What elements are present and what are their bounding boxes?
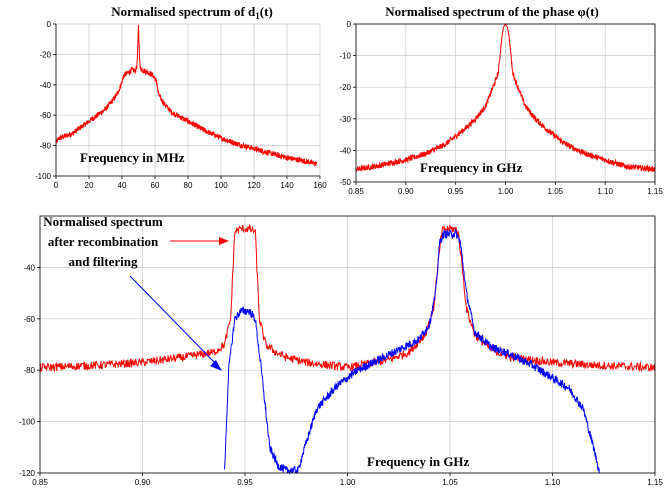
y-tick-label: -10 (339, 52, 351, 61)
y-tick-label: -40 (23, 263, 35, 272)
x-tick-label: 160 (313, 181, 327, 190)
y-tick-label: 0 (47, 20, 52, 29)
series-d1-0-line (55, 24, 318, 167)
series-recomb-1-line (224, 228, 600, 475)
plot-frame (355, 23, 656, 183)
x-tick-label: 0.90 (135, 478, 151, 487)
y-tick-label: -120 (19, 469, 36, 478)
panel2-xlabel: Frequency in GHz (420, 160, 523, 175)
y-tick-label: -30 (339, 115, 351, 124)
x-tick-label: 0.90 (398, 187, 414, 196)
x-tick-label: 1.05 (548, 187, 564, 196)
y-tick-label: -60 (39, 111, 51, 120)
x-tick-label: 60 (151, 181, 160, 190)
y-tick-label: -20 (39, 50, 51, 59)
y-tick-label: -100 (19, 418, 36, 427)
y-tick-label: -20 (339, 83, 351, 92)
x-tick-label: 1.00 (498, 187, 514, 196)
y-tick-label: -60 (23, 315, 35, 324)
x-tick-label: 1.00 (340, 478, 356, 487)
x-tick-label: 1.15 (647, 478, 663, 487)
x-tick-label: 40 (118, 181, 127, 190)
y-tick-label: -50 (339, 178, 351, 187)
x-tick-label: 1.10 (597, 187, 613, 196)
x-tick-label: 80 (184, 181, 193, 190)
series-recomb-0-line (39, 223, 656, 373)
x-tick-label: 1.15 (647, 187, 663, 196)
annotation-arrowhead-red (219, 237, 229, 245)
x-tick-label: 0 (54, 181, 59, 190)
x-tick-label: 0.85 (32, 478, 48, 487)
panel1-plot: 0 20 40 60 80 100 120 140 160 0 -20 -40 -60 -80 -100 (35, 20, 327, 190)
x-tick-label: 1.10 (545, 478, 561, 487)
y-tick-label: -100 (35, 172, 52, 181)
plot-frame (39, 215, 656, 474)
panel1-xlabel: Frequency in MHz (80, 150, 185, 165)
y-tick-label: 0 (347, 20, 352, 29)
x-tick-label: 120 (247, 181, 261, 190)
x-tick-label: 0.85 (348, 187, 364, 196)
annotation-arrow-blue (129, 275, 217, 365)
panel2-plot: 0.85 0.90 0.95 1.00 1.05 1.10 1.15 0 -10 -20 -30 -4… (339, 20, 663, 196)
annotation-line-3: and filtering (69, 254, 138, 269)
panel2-title: Normalised spectrum of the phase φ(t) (385, 4, 599, 19)
y-tick-label: -40 (39, 81, 51, 90)
annotation-line-1: Normalised spectrum (43, 214, 163, 229)
y-tick-label: -40 (339, 146, 351, 155)
x-tick-label: 0.95 (237, 478, 253, 487)
x-tick-label: 100 (214, 181, 228, 190)
x-tick-label: 140 (280, 181, 294, 190)
y-tick-label: -80 (23, 366, 35, 375)
annotation-arrowhead-blue (210, 360, 222, 371)
x-tick-label: 20 (85, 181, 94, 190)
panel1-title: Normalised spectrum of d1(t) (111, 4, 273, 21)
panel3-xlabel: Frequency in GHz (367, 454, 470, 469)
annotation-line-2: after recombination (48, 234, 159, 249)
panel3-plot: 0.85 0.90 0.95 1.00 1.05 1.10 1.15 -40 -60 -80 -10… (19, 215, 663, 487)
x-tick-label: 1.05 (442, 478, 458, 487)
y-tick-label: -80 (39, 142, 51, 151)
x-tick-label: 0.95 (448, 187, 464, 196)
